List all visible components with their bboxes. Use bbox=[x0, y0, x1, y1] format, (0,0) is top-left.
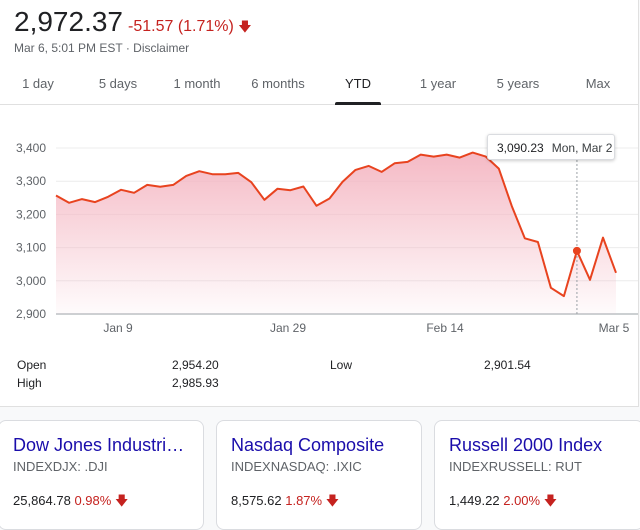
tooltip-date: Mon, Mar 2 bbox=[551, 141, 613, 155]
index-card-change: 0.98% bbox=[74, 493, 112, 508]
y-tick-label: 3,000 bbox=[16, 274, 46, 288]
arrow-down-icon: 🡇 bbox=[114, 493, 129, 508]
price-chart[interactable]: 3,400 3,300 3,200 3,100 3,000 2,900 Jan 9 Jan 2… bbox=[0, 110, 638, 342]
index-card-value: 8,575.62 bbox=[231, 493, 282, 508]
y-tick-label: 3,100 bbox=[16, 241, 46, 255]
index-card-value-row: 1,449.22 2.00% 🡇 bbox=[449, 492, 557, 514]
index-card-value-row: 8,575.62 1.87% 🡇 bbox=[231, 492, 339, 514]
chart-tooltip: 3,090.23 Mon, Mar 2 bbox=[487, 134, 615, 160]
x-tick-label: Jan 9 bbox=[103, 321, 133, 335]
y-tick-label: 3,200 bbox=[16, 207, 46, 221]
index-card-name[interactable]: Russell 2000 Index bbox=[449, 435, 603, 455]
index-card-change: 1.87% bbox=[285, 493, 323, 508]
price-change-text: -51.57 (1.71%) bbox=[128, 18, 234, 35]
open-value: 2,954.20 bbox=[172, 358, 219, 372]
x-tick-label: Feb 14 bbox=[426, 321, 464, 335]
index-card-russell[interactable]: Russell 2000 Index INDEXRUSSELL: RUT 1,4… bbox=[434, 420, 640, 530]
related-indices: Dow Jones Industri… INDEXDJX: .DJI 25,86… bbox=[0, 420, 640, 530]
index-card-value-row: 25,864.78 0.98% 🡇 bbox=[13, 492, 128, 514]
arrow-down-icon: 🡇 bbox=[543, 493, 558, 508]
hover-point bbox=[572, 246, 581, 255]
tab-max[interactable]: Max bbox=[585, 76, 611, 91]
index-card-symbol: INDEXRUSSELL: RUT bbox=[449, 459, 582, 474]
tab-6-months[interactable]: 6 months bbox=[251, 76, 305, 91]
arrow-down-icon: 🡇 bbox=[238, 19, 252, 34]
price-change: -51.57 (1.71%) 🡇 bbox=[128, 18, 252, 40]
index-card-name[interactable]: Dow Jones Industri… bbox=[13, 435, 185, 455]
range-tabs: 1 day 5 days 1 month 6 months YTD 1 year… bbox=[0, 64, 638, 105]
index-card-value: 25,864.78 bbox=[13, 493, 71, 508]
high-value: 2,985.93 bbox=[172, 376, 219, 390]
y-tick-label: 2,900 bbox=[16, 307, 46, 321]
tab-1-year[interactable]: 1 year bbox=[419, 76, 457, 91]
tooltip-value: 3,090.23 bbox=[497, 141, 544, 155]
x-tick-label: Mar 5 bbox=[599, 321, 630, 335]
y-tick-label: 3,400 bbox=[16, 141, 46, 155]
y-tick-label: 3,300 bbox=[16, 174, 46, 188]
tab-5-years[interactable]: 5 years bbox=[496, 76, 540, 91]
index-card-name[interactable]: Nasdaq Composite bbox=[231, 435, 385, 455]
tab-5-days[interactable]: 5 days bbox=[98, 76, 138, 91]
index-card-change: 2.00% bbox=[503, 493, 541, 508]
index-card-dow[interactable]: Dow Jones Industri… INDEXDJX: .DJI 25,86… bbox=[0, 420, 204, 530]
index-card-value: 1,449.22 bbox=[449, 493, 500, 508]
index-card-nasdaq[interactable]: Nasdaq Composite INDEXNASDAQ: .IXIC 8,57… bbox=[216, 420, 422, 530]
open-label: Open bbox=[17, 358, 47, 372]
index-card-symbol: INDEXDJX: .DJI bbox=[13, 459, 108, 474]
arrow-down-icon: 🡇 bbox=[325, 493, 340, 508]
stats-table: Open 2,954.20 High 2,985.93 Low 2,901.54 bbox=[0, 352, 638, 402]
series-line bbox=[55, 151, 617, 298]
index-price: 2,972.37 bbox=[14, 6, 123, 37]
high-label: High bbox=[17, 376, 42, 390]
low-value: 2,901.54 bbox=[484, 358, 531, 372]
low-label: Low bbox=[330, 358, 353, 372]
tab-1-month[interactable]: 1 month bbox=[173, 76, 221, 91]
tab-1-day[interactable]: 1 day bbox=[22, 76, 54, 91]
tab-ytd[interactable]: YTD bbox=[335, 64, 381, 105]
quote-panel: 2,972.37 -51.57 (1.71%) 🡇 Mar 6, 5:01 PM… bbox=[0, 0, 639, 407]
timestamp-disclaimer[interactable]: Mar 6, 5:01 PM EST · Disclaimer bbox=[14, 41, 190, 55]
x-tick-label: Jan 29 bbox=[270, 321, 306, 335]
index-card-symbol: INDEXNASDAQ: .IXIC bbox=[231, 459, 362, 474]
area-fill bbox=[56, 152, 616, 314]
